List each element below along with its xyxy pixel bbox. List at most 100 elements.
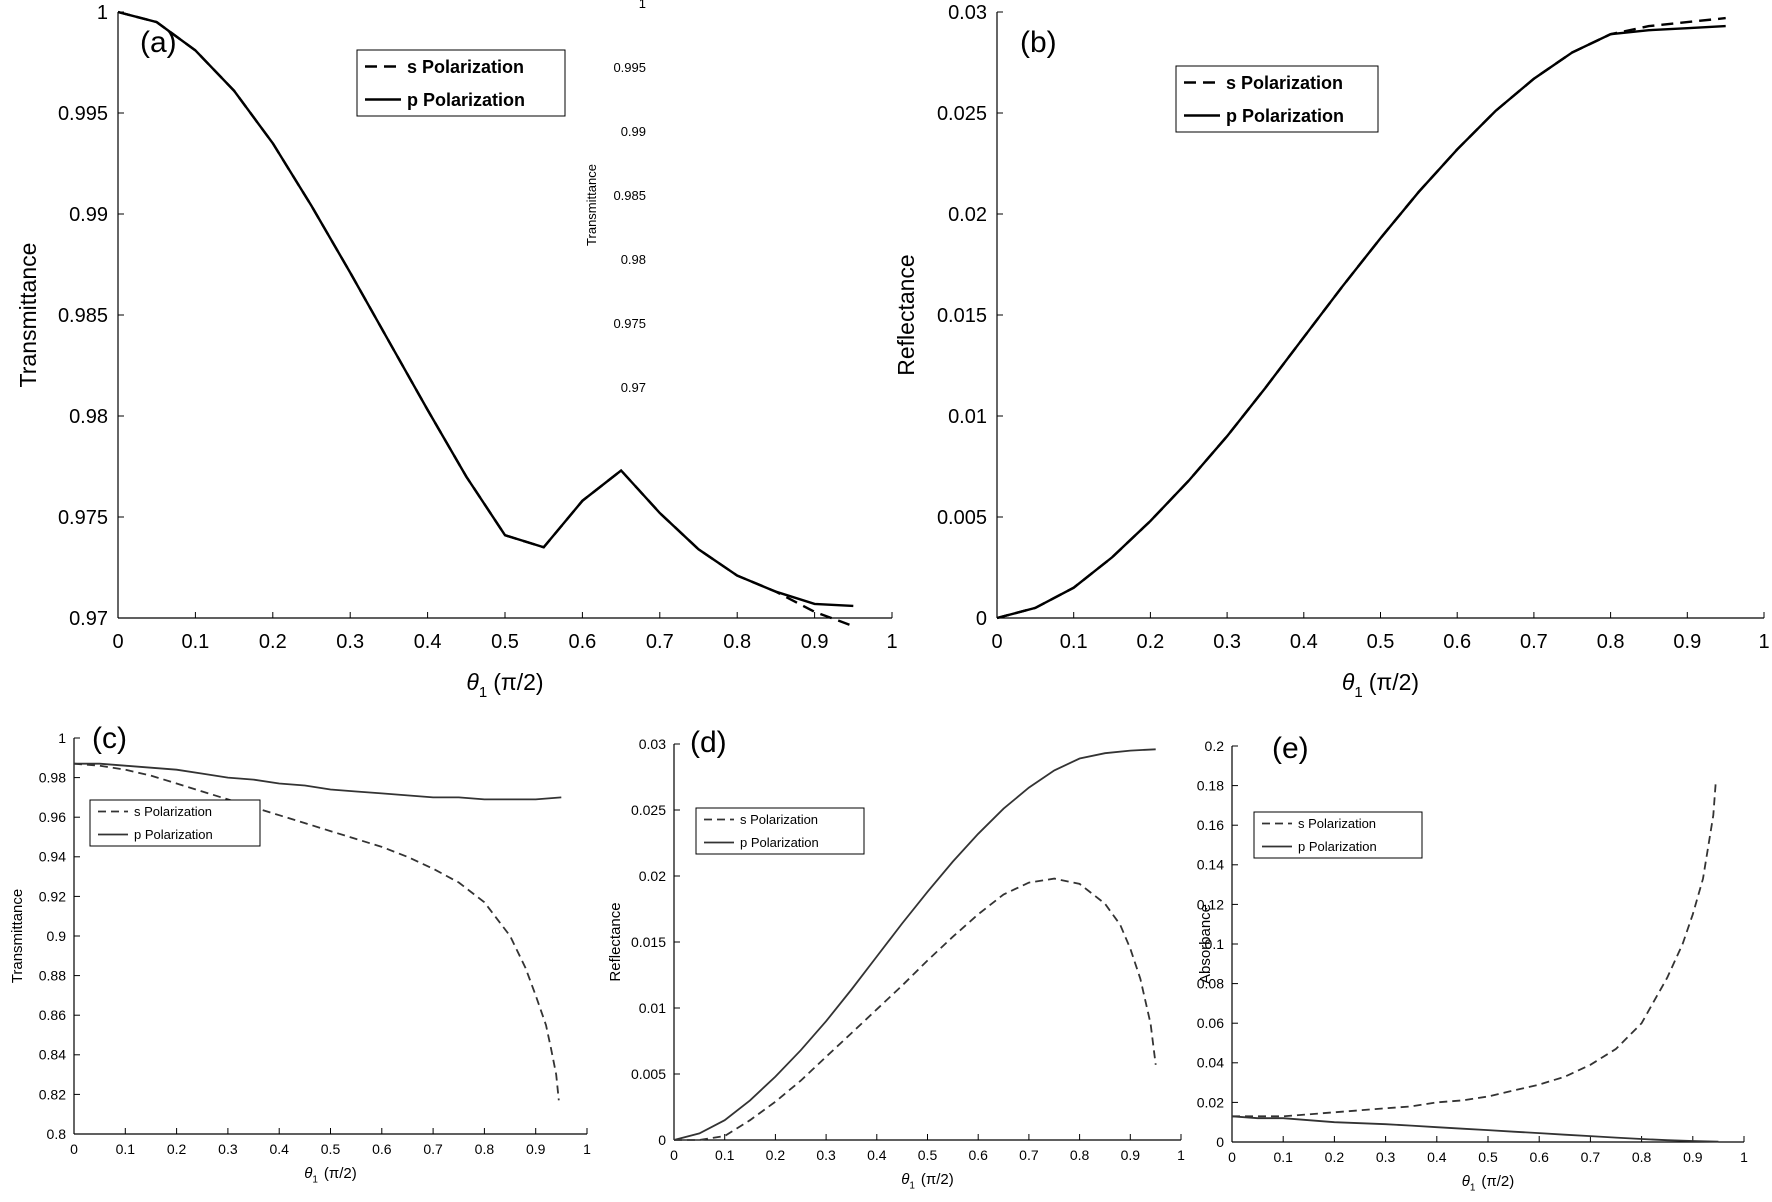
y-tick-label: 0.975 [58, 507, 108, 529]
y-tick-label: 0.97 [69, 608, 108, 630]
y-tick-label: 0 [658, 1132, 666, 1148]
x-axis-label-subscript: 1 [1470, 1183, 1476, 1194]
y-tick-label: 0.06 [1197, 1015, 1224, 1031]
ghost-tick-label: 0.98 [621, 252, 646, 267]
x-tick-label: 0.9 [801, 631, 829, 653]
y-tick-label: 0.01 [948, 406, 987, 428]
y-tick-label: 0.03 [639, 736, 666, 752]
y-tick-label: 0.02 [639, 868, 666, 884]
panel-label: (b) [1020, 26, 1057, 59]
x-axis-label-symbol: θ [304, 1165, 312, 1182]
panel-b: 0 0.1 0.2 0.3 0.4 0.5 0.6 0.7 0.8 0.9 1 0 0.005 0.01 0… [893, 2, 1770, 701]
ghost-tick-label: 0.995 [613, 60, 646, 75]
y-tick-label: 0.84 [39, 1047, 66, 1063]
y-tick-label: 0.1 [1205, 936, 1225, 952]
x-tick-label: 0.6 [968, 1147, 988, 1163]
y-axis-label: Absorbance [1197, 904, 1214, 984]
x-tick-label: 0.8 [1070, 1147, 1090, 1163]
y-tick-label: 0.015 [937, 305, 987, 327]
y-tick-label: 0 [1216, 1134, 1224, 1150]
x-tick-label: 0.5 [321, 1141, 341, 1157]
y-tick-label: 0.005 [631, 1066, 666, 1082]
ghost-axis: 1 0.995 0.99 0.985 0.98 0.975 0.97 Transmittanc… [584, 0, 646, 395]
legend-box [695, 807, 865, 855]
panel-a: 0 0.1 0.2 0.3 0.4 0.5 0.6 0.7 0.8 0.9 1 0.97 0.975 0.… [15, 0, 898, 701]
x-tick-label: 0.6 [372, 1141, 392, 1157]
x-tick-label: 0 [991, 631, 1002, 653]
legend-box [356, 49, 566, 117]
x-tick-label: 0.1 [715, 1147, 735, 1163]
x-axis-label: θ1 (π/2) [304, 1165, 357, 1186]
y-axis-label: Reflectance [607, 902, 624, 981]
legend: s Polarization p Polarization [695, 807, 865, 855]
x-tick-label: 1 [583, 1141, 591, 1157]
y-tick-label: 0.01 [639, 1000, 666, 1016]
series-line-s-polarization [1232, 781, 1717, 1118]
x-axis-label: θ1 (π/2) [466, 669, 543, 701]
x-axis-label-unit: (π/2) [921, 1171, 954, 1188]
legend: s Polarization p Polarization [356, 49, 566, 117]
x-axis-label-symbol: θ [466, 669, 479, 695]
x-tick-label: 0.1 [1273, 1149, 1293, 1165]
ghost-tick-label: 0.97 [621, 380, 646, 395]
y-tick-label: 0.8 [47, 1126, 67, 1142]
y-tick-label: 0.12 [1197, 896, 1224, 912]
x-tick-label: 0.2 [1325, 1149, 1345, 1165]
x-tick-label: 0 [670, 1147, 678, 1163]
series-line-s-polarization [674, 877, 1157, 1141]
y-tick-label: 0.03 [948, 2, 987, 24]
x-axis-label-subscript: 1 [1354, 684, 1362, 701]
y-tick-label: 0.025 [631, 802, 666, 818]
x-tick-label: 0.6 [1443, 631, 1471, 653]
legend-label: s Polarization [407, 57, 524, 77]
y-tick-label: 0.2 [1205, 738, 1225, 754]
x-tick-label: 0.5 [1367, 631, 1395, 653]
x-tick-label: 0.8 [723, 631, 751, 653]
x-tick-label: 0.1 [116, 1141, 136, 1157]
x-axis-label-symbol: θ [1342, 669, 1355, 695]
x-tick-label: 1 [1177, 1147, 1185, 1163]
legend: s Polarization p Polarization [1253, 811, 1423, 859]
x-axis-label: θ1 (π/2) [901, 1171, 954, 1192]
x-tick-label: 0.2 [167, 1141, 187, 1157]
x-tick-label: 0.1 [1060, 631, 1088, 653]
x-tick-label: 0.3 [1376, 1149, 1396, 1165]
y-tick-label: 0.94 [39, 849, 66, 865]
x-tick-label: 0.7 [1581, 1149, 1601, 1165]
x-tick-label: 0.7 [1520, 631, 1548, 653]
x-tick-label: 0.6 [568, 631, 596, 653]
x-tick-label: 0 [70, 1141, 78, 1157]
x-tick-label: 0.8 [475, 1141, 495, 1157]
x-axis-label-unit: (π/2) [493, 669, 543, 695]
x-tick-label: 0.4 [1290, 631, 1318, 653]
x-tick-label: 0.5 [1478, 1149, 1498, 1165]
panel-label: (a) [140, 26, 177, 59]
x-tick-label: 0.3 [816, 1147, 836, 1163]
x-tick-label: 1 [1758, 631, 1769, 653]
y-axis-label: Transmittance [9, 889, 26, 983]
legend-box [1175, 65, 1379, 133]
y-tick-label: 1 [58, 730, 66, 746]
series-line-p-polarization [74, 762, 562, 801]
x-axis-label: θ1 (π/2) [1462, 1173, 1515, 1194]
x-tick-label: 0.5 [491, 631, 519, 653]
x-axis-label-symbol: θ [1462, 1173, 1470, 1190]
y-tick-label: 0.86 [39, 1007, 66, 1023]
panel-e: 0 0.1 0.2 0.3 0.4 0.5 0.6 0.7 0.8 0.9 1 0 0.02 0.04 0.… [1197, 732, 1748, 1194]
legend-label: s Polarization [1226, 73, 1343, 93]
panel-c: 0 0.1 0.2 0.3 0.4 0.5 0.6 0.7 0.8 0.9 1 0.8 0.82 0.84… [9, 722, 591, 1186]
panel-label: (c) [92, 722, 127, 755]
y-tick-label: 0.82 [39, 1086, 66, 1102]
ghost-axis-label: Transmittance [584, 164, 599, 246]
y-tick-label: 0.985 [58, 305, 108, 327]
x-axis-label-unit: (π/2) [324, 1165, 357, 1182]
legend-label: s Polarization [134, 804, 212, 819]
legend: s Polarization p Polarization [89, 799, 261, 847]
y-tick-label: 0.88 [39, 968, 66, 984]
y-tick-label: 0.995 [58, 103, 108, 125]
y-tick-label: 0 [976, 608, 987, 630]
x-axis-label-unit: (π/2) [1481, 1173, 1514, 1190]
x-tick-label: 0.7 [646, 631, 674, 653]
series-line-p-polarization [996, 24, 1726, 620]
